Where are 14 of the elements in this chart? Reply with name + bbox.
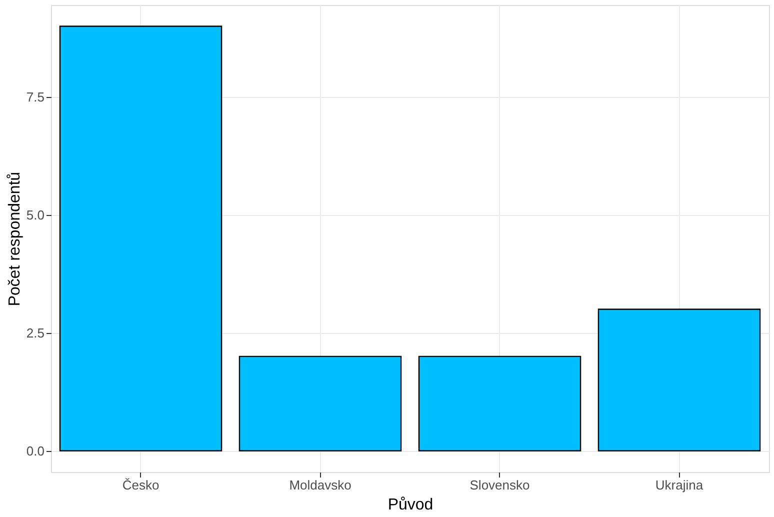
bar [238,356,402,452]
x-tick-label: Česko [122,478,160,492]
y-axis-title: Počet respondentů [6,172,24,306]
y-tick-label: 7.5 [26,89,44,104]
x-axis-title: Původ [388,496,434,514]
bar [418,356,582,452]
y-tick-label: 2.5 [26,325,44,340]
x-tick-label: Moldavsko [289,478,352,492]
y-tick-label: 5.0 [26,207,44,222]
bar [598,308,761,452]
bar [59,26,222,452]
x-tick-label: Ukrajina [655,478,704,492]
x-tick-label: Slovensko [470,478,530,492]
y-tick-label: 0.0 [26,443,44,458]
